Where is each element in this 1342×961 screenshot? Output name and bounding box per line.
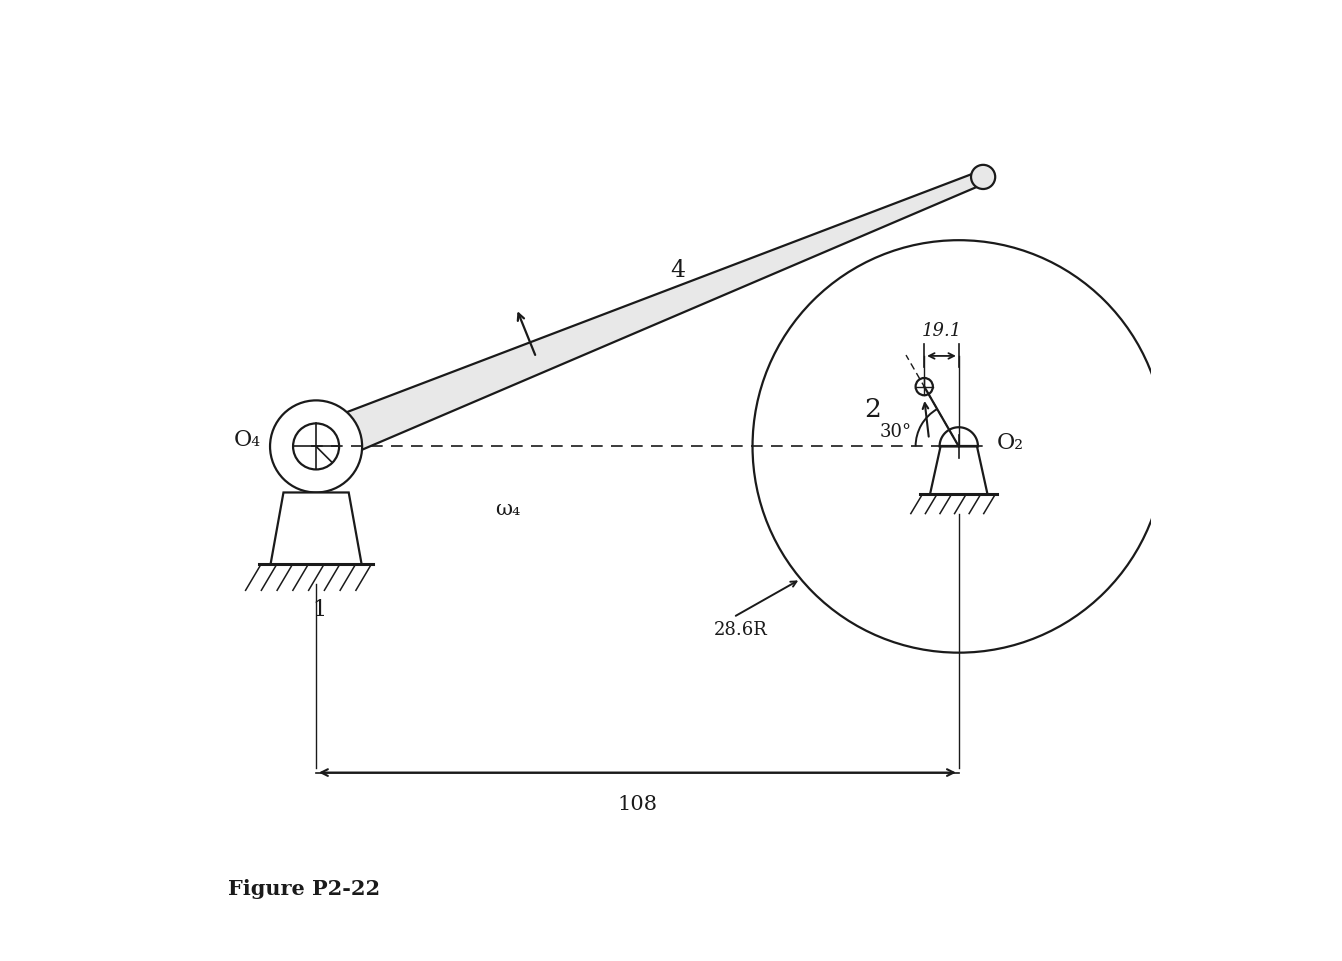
Text: 2: 2 xyxy=(864,396,880,421)
Text: 28.6R: 28.6R xyxy=(714,620,768,638)
Circle shape xyxy=(915,379,933,396)
Text: 30°: 30° xyxy=(879,423,911,441)
Text: 4: 4 xyxy=(670,259,684,282)
Text: O₂: O₂ xyxy=(997,431,1024,454)
Text: Figure P2-22: Figure P2-22 xyxy=(228,877,380,898)
Circle shape xyxy=(293,424,340,470)
Circle shape xyxy=(972,165,996,190)
Text: 108: 108 xyxy=(617,794,658,813)
Polygon shape xyxy=(309,171,985,466)
Circle shape xyxy=(270,401,362,493)
Text: ω₄: ω₄ xyxy=(495,500,521,519)
Polygon shape xyxy=(930,447,988,495)
Text: O₄: O₄ xyxy=(234,429,260,451)
Text: 1: 1 xyxy=(311,599,326,621)
Text: 19.1: 19.1 xyxy=(922,321,962,339)
Polygon shape xyxy=(271,493,361,565)
